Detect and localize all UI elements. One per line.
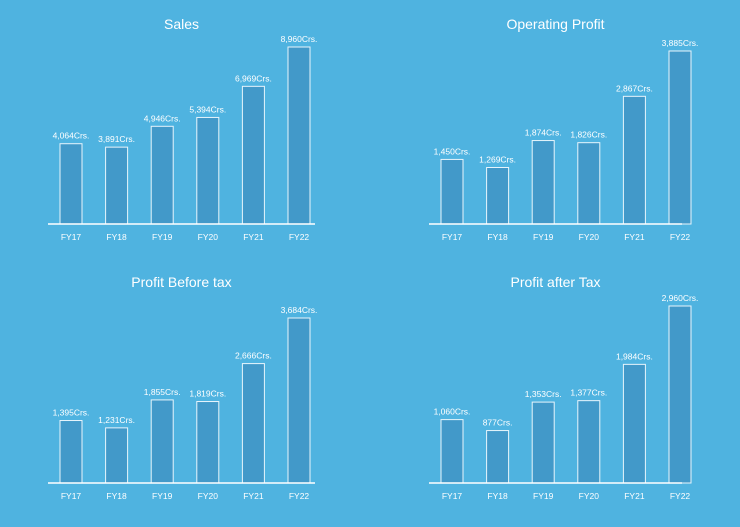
bar [486,430,510,484]
data-label: 4,064Crs. [53,131,90,141]
bar [241,363,265,484]
chart-title: Profit after Tax [510,274,600,290]
bar [287,317,311,484]
bar [577,400,601,484]
x-tick-label: FY17 [61,491,82,501]
data-label: 1,060Crs. [434,407,471,417]
bar [105,427,129,484]
chart-title: Profit Before tax [131,274,231,290]
x-tick-label: FY19 [152,491,173,501]
bar [150,399,174,484]
data-label: 3,885Crs. [662,38,699,48]
data-label: 1,984Crs. [616,351,653,361]
bar [59,420,83,484]
data-label: 3,684Crs. [281,305,318,315]
x-tick-label: FY21 [624,232,645,242]
data-label: 4,946Crs. [144,113,181,123]
chart-panel: Profit Before tax 1,395Crs. FY17 1,231Crs. F… [48,274,317,501]
data-label: 1,855Crs. [144,387,181,397]
bar [668,305,692,484]
bar [531,140,555,225]
x-tick-label: FY21 [624,491,645,501]
x-tick-label: FY21 [243,232,264,242]
bar [287,46,311,225]
x-tick-label: FY20 [198,491,219,501]
x-tick-label: FY19 [533,491,554,501]
chart-panel: Operating Profit 1,450Crs. FY17 1,269Crs. FY… [429,16,698,242]
bar [622,363,646,484]
x-tick-label: FY20 [198,232,219,242]
bar [622,95,646,225]
data-label: 2,666Crs. [235,351,272,361]
bar [668,50,692,225]
bar [486,166,510,225]
bar [196,401,220,484]
x-tick-label: FY17 [61,232,82,242]
data-label: 877Crs. [483,418,513,428]
x-tick-label: FY18 [487,491,508,501]
data-label: 1,874Crs. [525,128,562,138]
data-label: 3,891Crs. [98,134,135,144]
data-label: 1,450Crs. [434,146,471,156]
bar [440,158,464,225]
data-label: 1,377Crs. [570,388,607,398]
data-label: 1,231Crs. [98,415,135,425]
x-tick-label: FY19 [533,232,554,242]
x-tick-label: FY17 [442,232,463,242]
data-label: 1,269Crs. [479,154,516,164]
x-tick-label: FY20 [579,491,600,501]
data-label: 1,395Crs. [53,408,90,418]
data-label: 1,819Crs. [189,389,226,399]
x-tick-label: FY21 [243,491,264,501]
chart-title: Operating Profit [506,16,604,32]
data-label: 5,394Crs. [189,104,226,114]
data-label: 1,353Crs. [525,389,562,399]
data-label: 6,969Crs. [235,73,272,83]
chart-panel: Profit after Tax 1,060Crs. FY17 877Crs. FY18… [429,274,698,501]
data-label: 2,960Crs. [662,293,699,303]
x-tick-label: FY22 [289,491,310,501]
x-tick-label: FY18 [106,232,127,242]
x-tick-label: FY20 [579,232,600,242]
data-label: 8,960Crs. [281,34,318,44]
chart-panel: Sales 4,064Crs. FY17 3,891Crs. FY18 4,946Crs.… [48,16,317,242]
x-tick-label: FY19 [152,232,173,242]
bar [241,85,265,225]
x-tick-label: FY22 [670,491,691,501]
bar [531,401,555,484]
x-tick-label: FY18 [487,232,508,242]
bar [150,125,174,225]
bar [105,146,129,225]
data-label: 1,826Crs. [570,130,607,140]
chart-title: Sales [164,16,199,32]
bar [196,116,220,225]
bar [577,142,601,225]
bar [59,143,83,225]
bar [440,419,464,484]
x-tick-label: FY22 [289,232,310,242]
data-label: 2,867Crs. [616,83,653,93]
x-tick-label: FY18 [106,491,127,501]
x-tick-label: FY22 [670,232,691,242]
x-tick-label: FY17 [442,491,463,501]
